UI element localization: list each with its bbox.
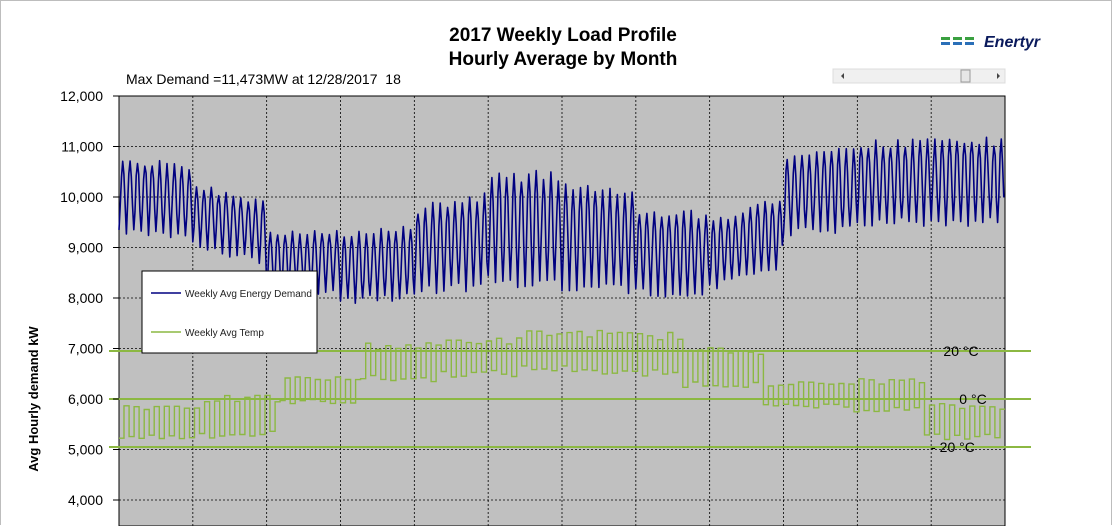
y-tick-label: 11,000 bbox=[61, 139, 103, 155]
horizontal-scrollbar[interactable] bbox=[832, 68, 1006, 84]
temp-reference-label: 0 °C bbox=[959, 391, 986, 407]
chart-subtitle: Hourly Average by Month bbox=[449, 49, 678, 70]
scroll-left-arrow-icon[interactable] bbox=[841, 73, 844, 79]
scroll-right-arrow-icon[interactable] bbox=[997, 73, 1000, 79]
y-axis-label: Avg Hourly demand kW bbox=[26, 326, 41, 472]
legend-demand-label: Weekly Avg Energy Demand bbox=[185, 289, 312, 300]
logo-mark-icon bbox=[941, 37, 974, 45]
y-tick-label: 9,000 bbox=[68, 240, 103, 256]
y-tick-label: 5,000 bbox=[68, 442, 103, 458]
temp-series-line bbox=[119, 329, 1005, 441]
y-tick-label: 12,000 bbox=[60, 88, 103, 104]
y-tick-label: 7,000 bbox=[68, 341, 103, 357]
chart-title: 2017 Weekly Load Profile bbox=[449, 25, 677, 46]
y-tick-label: 6,000 bbox=[68, 391, 103, 407]
y-tick-label: 8,000 bbox=[68, 290, 103, 306]
y-tick-label: 10,000 bbox=[60, 189, 103, 205]
legend: Weekly Avg Energy Demand Weekly Avg Temp bbox=[141, 270, 318, 354]
temp-reference-label: 20 °C bbox=[943, 343, 978, 359]
enertyr-logo: Enertyr bbox=[941, 34, 1041, 51]
logo-text: Enertyr bbox=[984, 34, 1041, 51]
legend-temp-label: Weekly Avg Temp bbox=[185, 328, 264, 339]
temp-reference-label: - 20 °C bbox=[931, 439, 975, 455]
max-demand-text: Max Demand =11,473MW at 12/28/2017 18 bbox=[126, 71, 401, 87]
y-tick-label: 4,000 bbox=[68, 492, 103, 508]
scroll-thumb[interactable] bbox=[960, 69, 971, 83]
